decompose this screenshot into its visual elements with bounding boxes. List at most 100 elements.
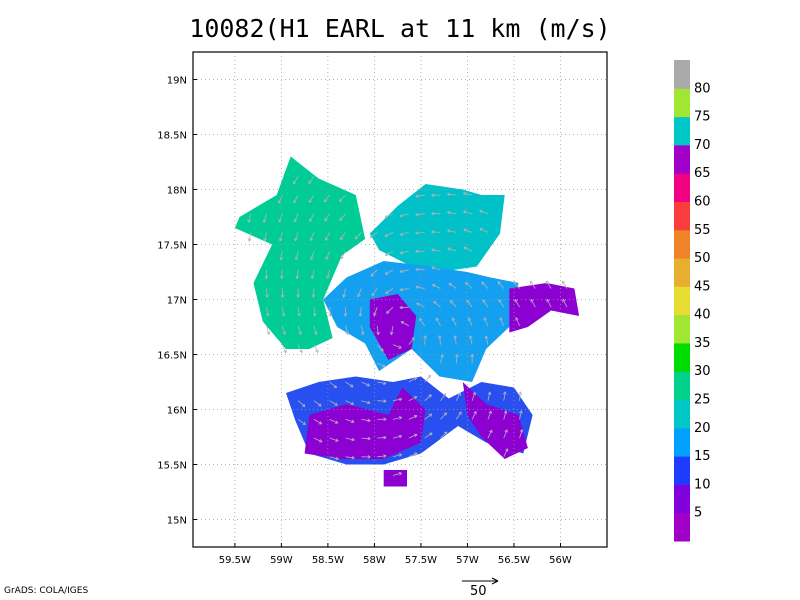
wind-vector-102 (408, 396, 418, 402)
wind-vector-149 (471, 411, 477, 420)
speed-region-6 (304, 387, 426, 459)
wind-vector-53 (345, 455, 355, 460)
wind-vector-81 (376, 325, 380, 336)
wind-vector-30 (313, 419, 323, 425)
wind-vector-112 (424, 432, 433, 439)
wind-vector-136 (431, 211, 441, 216)
wind-vector-147 (447, 210, 457, 215)
wind-vector-32 (313, 344, 319, 353)
colorbar-swatch-9 (674, 258, 690, 287)
wind-vector-181 (513, 281, 520, 289)
wind-vector-11 (280, 288, 285, 298)
wind-vector-58 (345, 325, 349, 335)
wind-vector-93 (386, 306, 394, 314)
tick-label-lat: 18.5N (157, 131, 187, 142)
wind-vector-57 (345, 381, 354, 388)
wind-vector-54 (345, 437, 355, 442)
wind-vector-47 (328, 307, 332, 317)
wind-vector-113 (424, 413, 433, 420)
wind-vector-143 (449, 300, 457, 308)
grads-credit: GrADS: COLA/IGES (4, 586, 89, 596)
wind-vector-145 (447, 247, 457, 252)
wind-vector-162 (487, 391, 492, 401)
wind-vector-78 (377, 381, 387, 385)
wind-vector-160 (487, 429, 493, 439)
wind-vector-18 (297, 400, 306, 407)
colorbar-label: 10 (694, 477, 711, 492)
tick-label-lon: 58.5W (312, 555, 344, 566)
wind-vector-138 (455, 411, 462, 420)
wind-vector-7 (262, 213, 267, 223)
wind-vector-152 (469, 335, 473, 345)
wind-vector-69 (361, 381, 370, 387)
wind-vector-91 (392, 344, 402, 349)
wind-vector-94 (385, 288, 394, 294)
wind-vector-44 (329, 419, 339, 424)
colorbar-swatch-11 (674, 201, 690, 231)
wind-vector-4 (265, 288, 269, 298)
wind-vector-0 (247, 232, 252, 242)
colorbar-swatch-5 (674, 371, 690, 401)
speed-region-0 (234, 156, 366, 349)
wind-vector-157 (463, 228, 473, 233)
colorbar: 5 10 15 20 25 30 35 40 45 50 55 60 65 70 75 80 (674, 60, 711, 542)
colorbar-swatch-4 (674, 399, 690, 429)
wind-vector-27 (293, 194, 299, 204)
wind-vector-116 (423, 335, 427, 345)
wind-vector-79 (377, 362, 386, 368)
colorbar-label: 5 (694, 506, 702, 521)
wind-vector-104 (408, 337, 415, 345)
wind-vector-175 (497, 281, 505, 289)
wind-vector-87 (392, 453, 402, 458)
wind-vector-82 (373, 307, 378, 316)
wind-vector-139 (455, 392, 461, 401)
wind-vector-40 (308, 194, 315, 203)
colorbar-swatch-15 (674, 88, 690, 118)
wind-vector-37 (310, 250, 315, 260)
wind-vector-65 (361, 455, 371, 459)
colorbar-label: 35 (694, 336, 711, 351)
wind-vector-92 (390, 325, 394, 335)
speed-region-7 (462, 382, 528, 459)
wind-vector-111 (399, 213, 409, 218)
wind-vector-156 (463, 246, 473, 252)
wind-vector-172 (503, 391, 507, 401)
wind-vector-73 (354, 232, 362, 240)
colorbar-swatch-13 (674, 144, 690, 174)
wind-vector-39 (309, 213, 315, 222)
wind-vector-60 (342, 288, 346, 298)
wind-vector-86 (392, 472, 402, 476)
wind-vector-146 (447, 229, 457, 233)
wind-vector-127 (440, 393, 447, 401)
colorbar-swatch-14 (674, 116, 690, 146)
wind-vector-89 (392, 416, 403, 420)
wind-vector-114 (424, 394, 432, 402)
wind-vector-118 (416, 302, 425, 308)
wind-vector-12 (280, 269, 284, 279)
wind-vector-51 (324, 213, 331, 222)
wind-vector-179 (515, 317, 520, 327)
wind-vector-90 (392, 397, 403, 402)
wind-speed-field (234, 156, 580, 487)
wind-vector-122 (415, 231, 425, 235)
wind-vector-75 (377, 435, 387, 440)
wind-vector-19 (297, 344, 303, 354)
wind-vector-183 (529, 280, 536, 289)
wind-vector-135 (431, 230, 441, 234)
lat-lon-grid (193, 52, 607, 547)
tick-label-lon: 59.5W (219, 555, 251, 566)
wind-vector-88 (392, 434, 403, 439)
wind-vector-62 (339, 232, 346, 241)
wind-vector-129 (438, 335, 442, 345)
colorbar-label: 75 (694, 110, 711, 125)
wind-vector-24 (294, 251, 299, 261)
tick-label-lon: 57W (456, 555, 479, 566)
wind-vector-71 (358, 307, 363, 317)
wind-vector-130 (435, 317, 441, 327)
tick-label-lat: 15.5N (157, 461, 187, 472)
wind-vector-134 (431, 248, 441, 252)
wind-vector-80 (376, 344, 384, 352)
wind-vector-61 (340, 250, 346, 260)
wind-vector-106 (399, 305, 409, 310)
wind-vector-5 (264, 269, 269, 279)
